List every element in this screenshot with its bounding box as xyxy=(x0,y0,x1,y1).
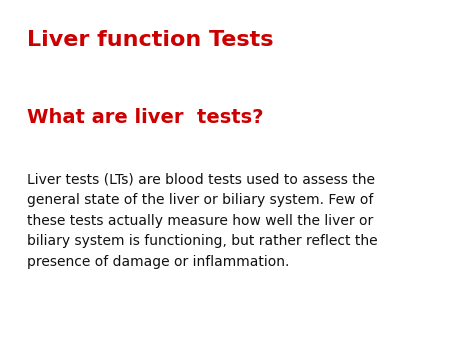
Text: Liver tests (LTs) are blood tests used to assess the
general state of the liver : Liver tests (LTs) are blood tests used t… xyxy=(27,172,378,269)
Text: What are liver  tests?: What are liver tests? xyxy=(27,108,264,127)
Text: Liver function Tests: Liver function Tests xyxy=(27,30,274,50)
